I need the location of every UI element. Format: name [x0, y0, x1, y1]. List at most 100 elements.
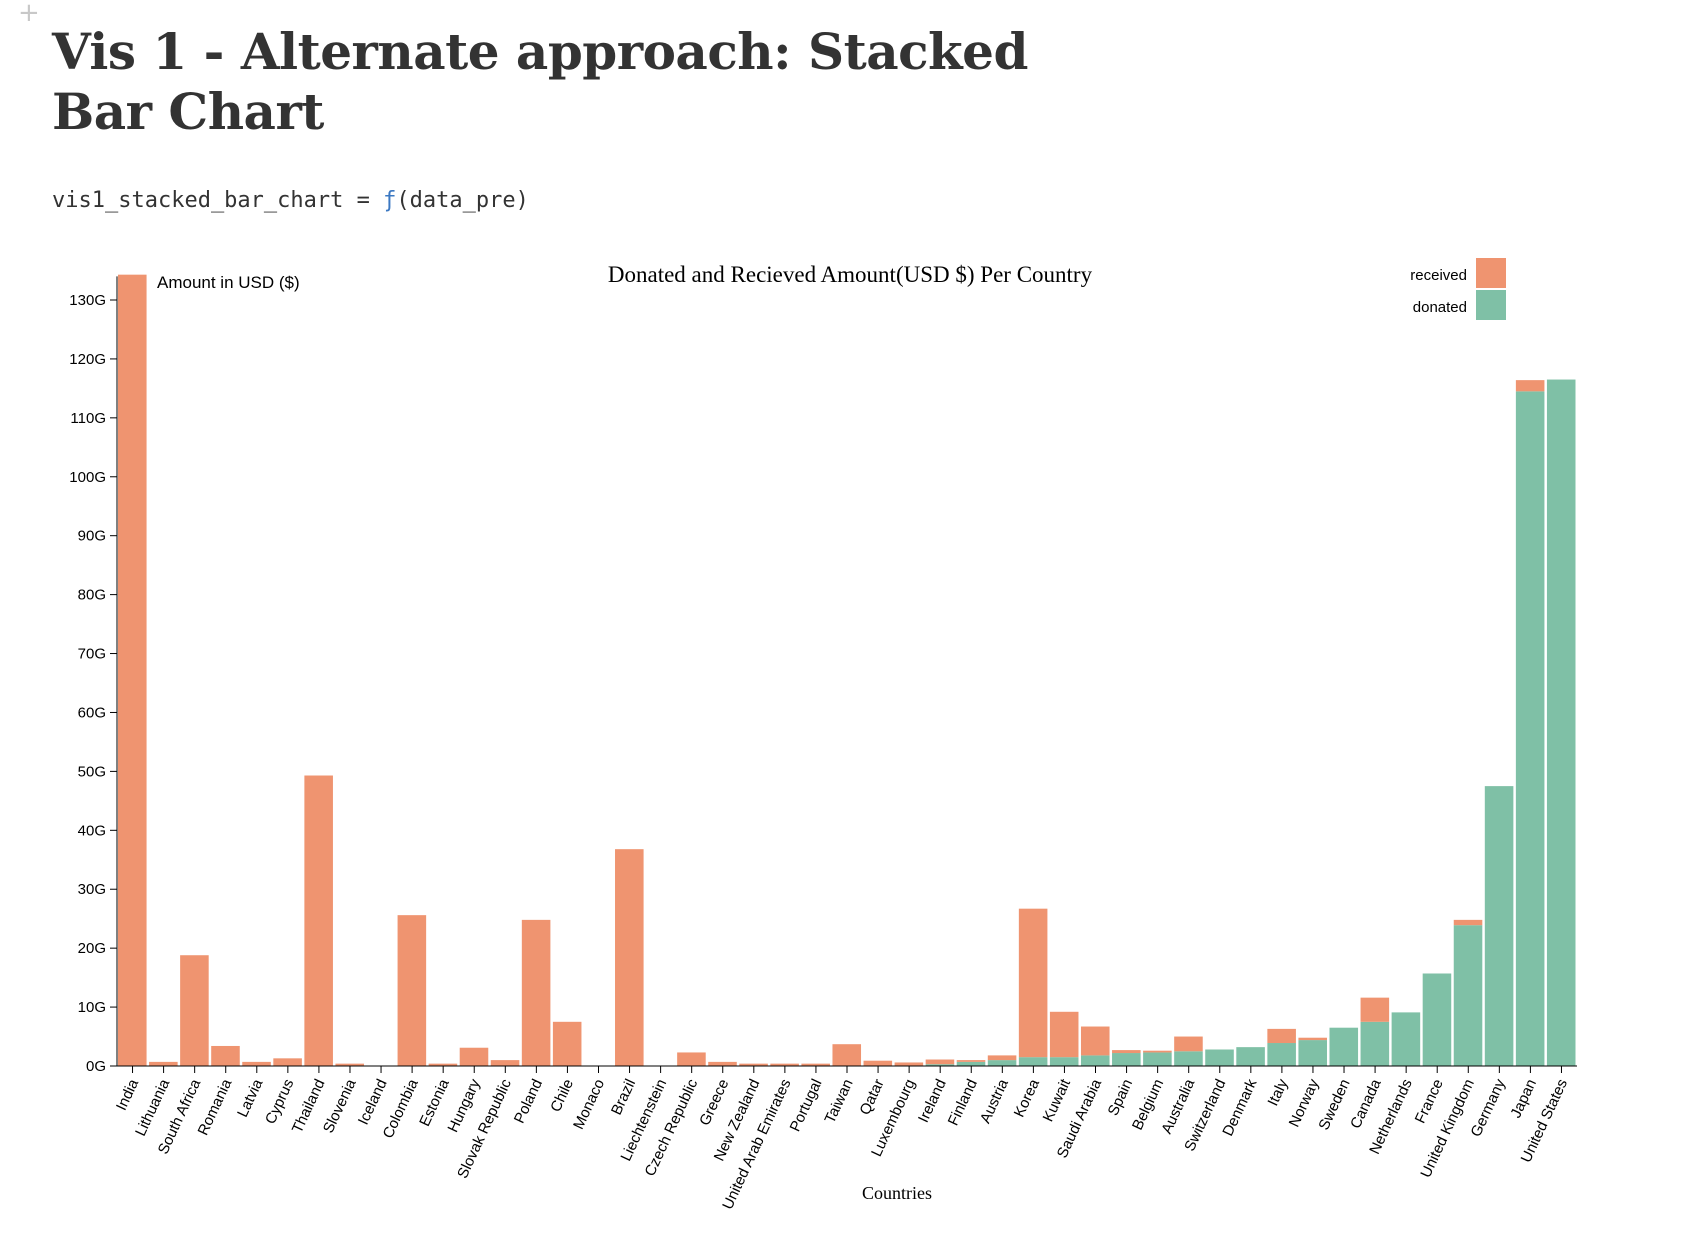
- x-tick-label: Korea: [1011, 1076, 1044, 1120]
- bar-received: [459, 1047, 489, 1066]
- y-tick-label: 30G: [78, 881, 106, 898]
- bar-received: [1515, 380, 1545, 392]
- bar-received: [770, 1063, 799, 1066]
- y-tick-label: 20G: [78, 940, 106, 957]
- bar-received: [397, 915, 427, 1066]
- bar-received: [925, 1059, 955, 1065]
- bar-received: [1049, 1011, 1079, 1058]
- bar-donated: [1453, 925, 1483, 1066]
- y-axis: 0G 10G 20G 30G 40G 50G 60G 70G 80G 90G 100G 110G 120…: [69, 276, 118, 1075]
- legend-swatch-donated: [1476, 290, 1506, 320]
- code-variable: vis1_stacked_bar_chart =: [52, 188, 384, 213]
- bar-received: [273, 1058, 302, 1066]
- bar-donated: [1080, 1055, 1110, 1066]
- bar-received: [1018, 908, 1048, 1058]
- bar-donated: [1422, 973, 1452, 1066]
- bar-received: [677, 1052, 706, 1066]
- bar-received: [118, 274, 147, 1066]
- x-tick-label: Spain: [1105, 1077, 1137, 1119]
- x-tick-label: Kuwait: [1040, 1076, 1075, 1125]
- bar-donated: [1484, 786, 1514, 1066]
- x-tick-label: Qatar: [856, 1077, 887, 1118]
- y-tick-label: 90G: [78, 528, 106, 545]
- bar-received: [1174, 1036, 1203, 1052]
- y-tick-label: 120G: [69, 351, 106, 368]
- x-tick-label: Austria: [977, 1076, 1012, 1126]
- bar-received: [242, 1061, 271, 1066]
- x-tick-label: Finland: [945, 1077, 981, 1129]
- x-tick-label: Chile: [547, 1077, 577, 1115]
- cell-code-signature[interactable]: vis1_stacked_bar_chart = ƒ(data_pre): [52, 188, 529, 213]
- bar-received: [801, 1063, 830, 1066]
- y-tick-label: 0G: [86, 1058, 106, 1075]
- bar-donated: [925, 1064, 955, 1066]
- y-tick-label: 50G: [78, 763, 106, 780]
- bar-donated: [1360, 1021, 1390, 1066]
- bar-received: [1143, 1050, 1172, 1053]
- bar-donated: [1174, 1051, 1203, 1066]
- bar-received: [490, 1060, 520, 1066]
- bar-donated: [1205, 1049, 1234, 1066]
- y-tick-label: 60G: [78, 704, 106, 721]
- bar-donated: [1049, 1057, 1079, 1066]
- x-axis-label: Countries: [862, 1183, 932, 1203]
- x-tick-label: India: [113, 1076, 142, 1113]
- bar-received: [987, 1055, 1017, 1061]
- x-tick-label: Taiwan: [821, 1077, 856, 1127]
- y-tick-label: 130G: [69, 292, 106, 309]
- bar-donated: [1391, 1012, 1421, 1066]
- legend-swatch-received: [1476, 258, 1506, 288]
- bar-received: [335, 1063, 365, 1066]
- y-tick-label: 70G: [78, 646, 106, 663]
- bar-received: [708, 1061, 737, 1066]
- legend-label-received: received: [1410, 267, 1467, 284]
- bar-received: [1080, 1026, 1110, 1056]
- bar-received: [832, 1044, 862, 1066]
- x-tick-label: Japan: [1507, 1077, 1540, 1121]
- bar-received: [1453, 919, 1483, 926]
- bar-donated: [1546, 379, 1576, 1066]
- bar-received: [521, 919, 551, 1066]
- bar-received: [180, 955, 209, 1066]
- bar-donated: [1267, 1043, 1296, 1066]
- bar-received: [428, 1063, 458, 1066]
- bar-received: [1112, 1050, 1141, 1054]
- legend-label-donated: donated: [1413, 299, 1467, 316]
- x-tick-label: Poland: [511, 1077, 546, 1127]
- x-tick-label: Latvia: [234, 1076, 267, 1120]
- bars-group: [118, 274, 1576, 1066]
- bar-received: [739, 1063, 768, 1066]
- y-axis-label: Amount in USD ($): [157, 273, 300, 292]
- x-tick-label: Italy: [1264, 1076, 1291, 1109]
- bar-donated: [1236, 1047, 1265, 1066]
- code-arguments: (data_pre): [396, 188, 529, 213]
- bar-donated: [1112, 1053, 1141, 1066]
- add-cell-icon[interactable]: +: [18, 0, 40, 28]
- bar-received: [1298, 1037, 1327, 1041]
- bar-received: [863, 1060, 893, 1066]
- bar-received: [304, 775, 333, 1066]
- page-title: Vis 1 - Alternate approach: Stacked Bar …: [52, 22, 1028, 141]
- y-tick-label: 80G: [78, 587, 106, 604]
- bar-received: [1360, 997, 1390, 1022]
- function-icon: ƒ: [383, 188, 397, 213]
- chart-title: Donated and Recieved Amount(USD $) Per C…: [608, 262, 1093, 287]
- bar-donated: [956, 1061, 986, 1066]
- bar-received: [149, 1061, 178, 1066]
- bar-donated: [1143, 1052, 1172, 1066]
- legend: received donated: [1410, 258, 1506, 320]
- y-tick-label: 10G: [78, 999, 106, 1016]
- bar-donated: [1329, 1027, 1359, 1066]
- bar-received: [211, 1045, 240, 1066]
- bar-received: [552, 1021, 582, 1066]
- bar-donated: [987, 1060, 1017, 1066]
- x-tick-label: Ireland: [915, 1077, 950, 1126]
- x-tick-label: France: [1412, 1077, 1447, 1126]
- bar-donated: [1018, 1057, 1048, 1066]
- y-tick-label: 100G: [69, 469, 106, 486]
- y-tick-label: 40G: [78, 822, 106, 839]
- bar-donated: [1298, 1040, 1327, 1066]
- bar-received: [615, 849, 644, 1066]
